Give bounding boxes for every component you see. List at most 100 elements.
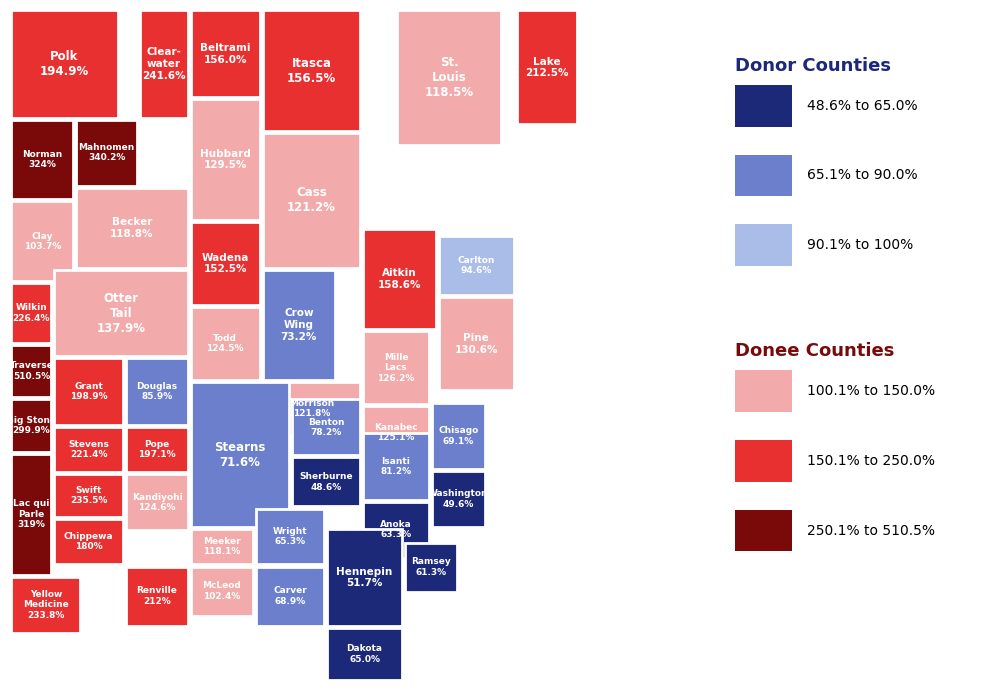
FancyBboxPatch shape (11, 399, 51, 452)
FancyBboxPatch shape (292, 457, 361, 507)
Text: 65.1% to 90.0%: 65.1% to 90.0% (807, 168, 918, 182)
FancyBboxPatch shape (328, 529, 402, 626)
FancyBboxPatch shape (54, 270, 188, 356)
Text: Wright
65.3%: Wright 65.3% (273, 527, 308, 546)
Text: Aitkin
158.6%: Aitkin 158.6% (378, 268, 422, 289)
Text: Big Stone
299.9%: Big Stone 299.9% (7, 416, 56, 435)
Text: Beltrami
156.0%: Beltrami 156.0% (200, 43, 251, 64)
Text: Chippewa
180%: Chippewa 180% (64, 532, 114, 552)
FancyBboxPatch shape (191, 308, 260, 380)
Text: Donee Counties: Donee Counties (735, 343, 894, 361)
Text: 250.1% to 510.5%: 250.1% to 510.5% (807, 524, 935, 538)
Text: Washington
49.6%: Washington 49.6% (428, 489, 489, 509)
FancyBboxPatch shape (516, 10, 577, 124)
Text: McLeod
102.4%: McLeod 102.4% (203, 582, 241, 600)
Text: 100.1% to 150.0%: 100.1% to 150.0% (807, 384, 935, 398)
FancyBboxPatch shape (397, 10, 501, 145)
FancyBboxPatch shape (364, 433, 429, 500)
FancyBboxPatch shape (432, 471, 485, 527)
Text: Hubbard
129.5%: Hubbard 129.5% (200, 149, 251, 171)
FancyBboxPatch shape (735, 85, 792, 127)
Text: Clay
103.7%: Clay 103.7% (24, 231, 61, 251)
FancyBboxPatch shape (256, 566, 325, 626)
Text: Grant
198.9%: Grant 198.9% (70, 382, 108, 401)
Text: Polk
194.9%: Polk 194.9% (40, 50, 89, 78)
Text: Otter
Tail
137.9%: Otter Tail 137.9% (97, 291, 146, 335)
Text: Clear-
water
241.6%: Clear- water 241.6% (142, 48, 186, 80)
Text: Traverse
510.5%: Traverse 510.5% (9, 361, 53, 381)
Text: Donor Counties: Donor Counties (735, 57, 891, 75)
Text: Benton
78.2%: Benton 78.2% (308, 417, 345, 437)
FancyBboxPatch shape (256, 508, 325, 564)
FancyBboxPatch shape (11, 201, 73, 281)
FancyBboxPatch shape (11, 454, 51, 575)
FancyBboxPatch shape (11, 10, 118, 117)
Text: Swift
235.5%: Swift 235.5% (70, 486, 108, 505)
Text: Kandiyohi
124.6%: Kandiyohi 124.6% (132, 493, 183, 512)
FancyBboxPatch shape (364, 406, 429, 459)
Text: Norman
324%: Norman 324% (22, 150, 63, 169)
Text: Stevens
221.4%: Stevens 221.4% (68, 440, 109, 459)
FancyBboxPatch shape (263, 10, 361, 131)
FancyBboxPatch shape (735, 510, 792, 552)
Text: Dakota
65.0%: Dakota 65.0% (347, 644, 383, 664)
FancyBboxPatch shape (126, 566, 188, 626)
FancyBboxPatch shape (54, 426, 123, 473)
FancyBboxPatch shape (191, 99, 260, 220)
Text: Pope
197.1%: Pope 197.1% (138, 440, 176, 459)
Text: Isanti
81.2%: Isanti 81.2% (381, 457, 412, 476)
FancyBboxPatch shape (54, 519, 123, 564)
FancyBboxPatch shape (76, 188, 188, 268)
FancyBboxPatch shape (126, 426, 188, 473)
FancyBboxPatch shape (364, 229, 436, 329)
Text: Wilkin
226.4%: Wilkin 226.4% (13, 303, 50, 323)
FancyBboxPatch shape (126, 359, 188, 424)
FancyBboxPatch shape (439, 297, 513, 391)
FancyBboxPatch shape (735, 370, 792, 412)
FancyBboxPatch shape (11, 345, 51, 397)
FancyBboxPatch shape (11, 120, 73, 199)
FancyBboxPatch shape (191, 382, 289, 527)
FancyBboxPatch shape (735, 224, 792, 266)
Text: Lake
212.5%: Lake 212.5% (525, 57, 568, 78)
Text: Ramsey
61.3%: Ramsey 61.3% (411, 558, 451, 577)
FancyBboxPatch shape (191, 566, 253, 616)
FancyBboxPatch shape (191, 529, 253, 564)
Text: Yellow
Medicine
233.8%: Yellow Medicine 233.8% (23, 590, 69, 619)
FancyBboxPatch shape (735, 440, 792, 482)
FancyBboxPatch shape (364, 331, 429, 404)
Text: Kanabec
125.1%: Kanabec 125.1% (374, 423, 418, 442)
Text: Sherburne
48.6%: Sherburne 48.6% (299, 473, 353, 491)
FancyBboxPatch shape (364, 502, 429, 558)
FancyBboxPatch shape (263, 270, 335, 380)
Text: 48.6% to 65.0%: 48.6% to 65.0% (807, 99, 918, 113)
Text: Chisago
69.1%: Chisago 69.1% (439, 426, 479, 445)
FancyBboxPatch shape (263, 382, 361, 435)
FancyBboxPatch shape (328, 628, 402, 680)
Text: St.
Louis
118.5%: St. Louis 118.5% (425, 56, 474, 99)
Text: Pine
130.6%: Pine 130.6% (455, 333, 498, 354)
Text: Wadena
152.5%: Wadena 152.5% (202, 253, 249, 274)
FancyBboxPatch shape (735, 154, 792, 196)
FancyBboxPatch shape (54, 359, 123, 424)
FancyBboxPatch shape (432, 403, 485, 469)
FancyBboxPatch shape (140, 10, 188, 117)
Text: Itasca
156.5%: Itasca 156.5% (287, 57, 336, 85)
Text: 90.1% to 100%: 90.1% to 100% (807, 238, 913, 252)
FancyBboxPatch shape (263, 134, 361, 268)
FancyBboxPatch shape (191, 10, 260, 97)
Text: Crow
Wing
73.2%: Crow Wing 73.2% (281, 308, 317, 342)
Text: Anoka
63.3%: Anoka 63.3% (380, 520, 412, 540)
FancyBboxPatch shape (76, 120, 137, 186)
Text: Cass
121.2%: Cass 121.2% (287, 187, 336, 215)
Text: Mahnomen
340.2%: Mahnomen 340.2% (79, 143, 135, 162)
FancyBboxPatch shape (11, 577, 80, 633)
Text: Stearns
71.6%: Stearns 71.6% (214, 440, 266, 468)
Text: Morrison
121.8%: Morrison 121.8% (289, 399, 334, 418)
FancyBboxPatch shape (54, 475, 123, 517)
FancyBboxPatch shape (292, 399, 361, 455)
Text: Renville
212%: Renville 212% (137, 586, 178, 606)
FancyBboxPatch shape (191, 222, 260, 305)
Text: Lac qui
Parle
319%: Lac qui Parle 319% (13, 499, 50, 529)
Text: Todd
124.5%: Todd 124.5% (207, 334, 244, 354)
